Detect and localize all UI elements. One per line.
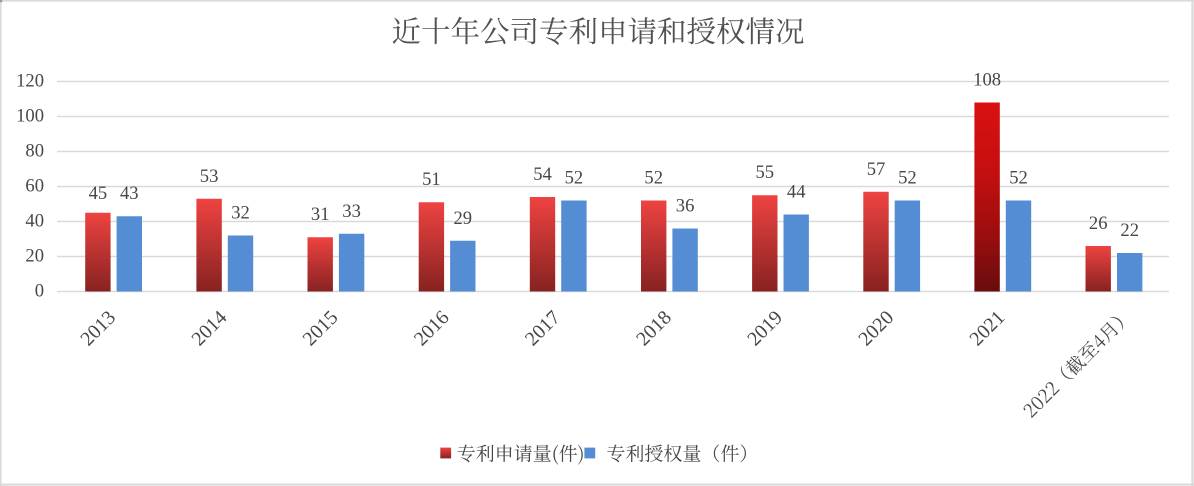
- svg-text:52: 52: [644, 168, 663, 189]
- svg-text:33: 33: [342, 201, 361, 222]
- svg-text:43: 43: [120, 183, 139, 204]
- svg-text:31: 31: [311, 204, 330, 225]
- svg-text:44: 44: [787, 182, 806, 203]
- svg-text:26: 26: [1089, 213, 1108, 234]
- svg-text:40: 40: [25, 211, 44, 232]
- svg-text:120: 120: [16, 71, 44, 92]
- svg-text:51: 51: [422, 169, 441, 190]
- svg-text:52: 52: [565, 168, 584, 189]
- svg-text:57: 57: [867, 159, 886, 180]
- svg-text:52: 52: [898, 168, 917, 189]
- svg-text:32: 32: [231, 203, 250, 224]
- svg-text:20: 20: [25, 246, 44, 267]
- svg-text:54: 54: [533, 164, 552, 185]
- svg-text:60: 60: [25, 176, 44, 197]
- svg-text:29: 29: [454, 208, 473, 229]
- svg-text:80: 80: [25, 141, 44, 162]
- svg-text:100: 100: [16, 106, 44, 127]
- svg-text:55: 55: [756, 162, 775, 183]
- svg-text:53: 53: [200, 166, 219, 187]
- svg-text:52: 52: [1009, 168, 1028, 189]
- svg-text:0: 0: [35, 281, 44, 302]
- svg-text:22: 22: [1120, 220, 1139, 241]
- svg-text:45: 45: [89, 183, 108, 204]
- svg-text:36: 36: [676, 196, 695, 217]
- svg-text:108: 108: [973, 70, 1001, 91]
